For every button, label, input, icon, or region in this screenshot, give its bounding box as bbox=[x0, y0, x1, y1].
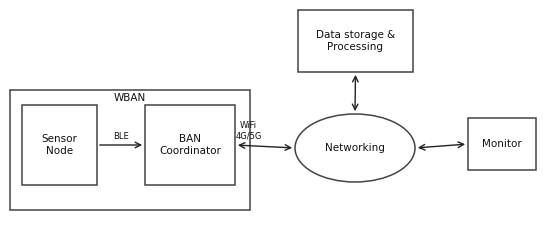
FancyBboxPatch shape bbox=[298, 10, 413, 72]
FancyBboxPatch shape bbox=[22, 105, 97, 185]
Text: Monitor: Monitor bbox=[482, 139, 522, 149]
Text: Sensor
Node: Sensor Node bbox=[42, 134, 78, 156]
Ellipse shape bbox=[295, 114, 415, 182]
Text: Data storage &
Processing: Data storage & Processing bbox=[316, 30, 395, 52]
FancyBboxPatch shape bbox=[10, 90, 250, 210]
FancyBboxPatch shape bbox=[468, 118, 536, 170]
Text: BAN
Coordinator: BAN Coordinator bbox=[159, 134, 221, 156]
Text: WBAN: WBAN bbox=[114, 93, 146, 103]
FancyBboxPatch shape bbox=[145, 105, 235, 185]
Text: Networking: Networking bbox=[325, 143, 385, 153]
Text: BLE: BLE bbox=[113, 132, 129, 141]
Text: WiFi
4G/5G: WiFi 4G/5G bbox=[235, 121, 262, 140]
